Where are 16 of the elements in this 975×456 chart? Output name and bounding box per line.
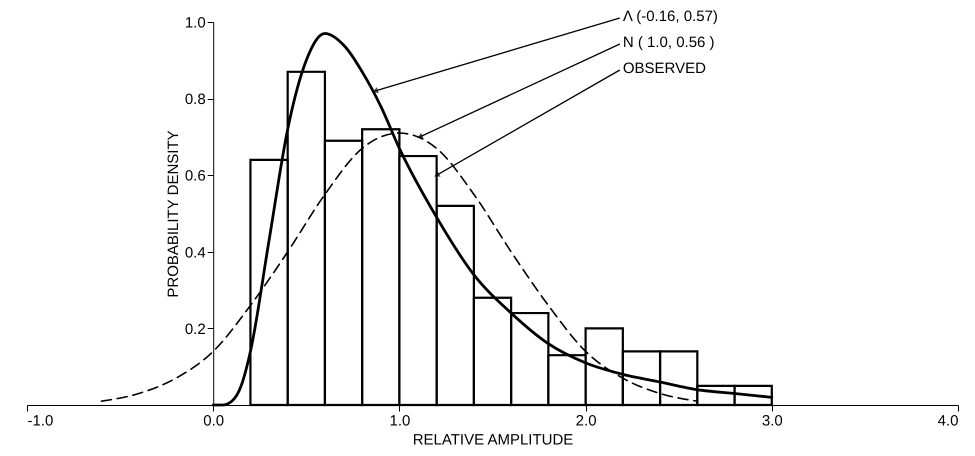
x-tick-label: 3.0 (762, 412, 783, 430)
annotation: OBSERVED (622, 60, 706, 77)
x-tick-label: 0.0 (203, 412, 224, 430)
y-tick-label: 0.2 (184, 320, 206, 338)
x-tick-label: 4.0 (938, 412, 958, 430)
annotation: N ( 1.0, 0.56 ) (622, 34, 715, 51)
x-tick-label: 1.0 (389, 412, 410, 430)
x-tick-label: -1.0 (28, 412, 54, 430)
x-tick-label: 2.0 (576, 412, 597, 430)
y-axis-title: PROBABILITY DENSITY (164, 130, 182, 298)
x-axis-title: RELATIVE AMPLITUDE (412, 432, 574, 448)
annotation: Λ (-0.16, 0.57) (622, 8, 718, 25)
y-tick-label: 1.0 (184, 14, 206, 32)
y-tick-label: 0.4 (184, 244, 206, 262)
y-tick-label: 0.6 (184, 168, 206, 185)
y-tick-label: 0.8 (184, 91, 206, 108)
